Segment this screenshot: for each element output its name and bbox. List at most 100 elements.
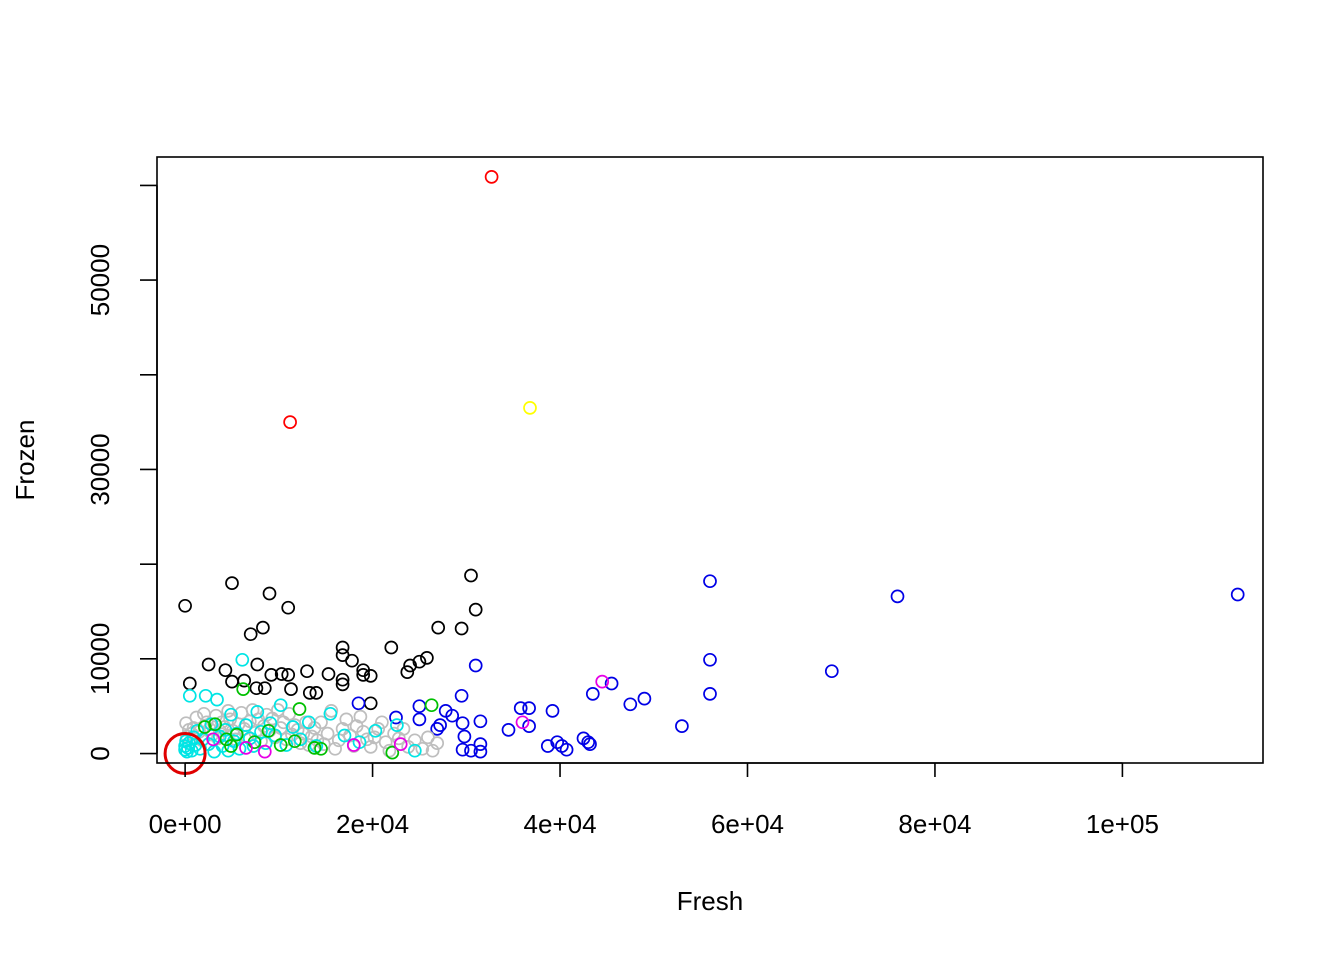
data-point [501, 723, 516, 737]
data-point [239, 741, 253, 755]
data-point [545, 704, 560, 718]
data-point [583, 737, 597, 751]
points-layer [178, 170, 1245, 760]
data-point [1230, 587, 1245, 602]
x-tick-label: 1e+05 [1086, 809, 1159, 839]
data-point [314, 741, 328, 756]
data-point [224, 739, 238, 753]
data-point [235, 652, 250, 667]
data-point [522, 701, 536, 715]
data-point [473, 737, 488, 751]
data-point [513, 701, 528, 715]
y-axis-title: Frozen [10, 420, 40, 501]
data-point [281, 600, 296, 615]
y-tick-label: 50000 [85, 244, 115, 316]
y-tick-label: 10000 [85, 623, 115, 695]
data-point [703, 652, 717, 667]
data-point [363, 669, 378, 683]
data-point [186, 730, 201, 745]
data-point [273, 698, 288, 713]
data-point [239, 718, 253, 732]
data-point [263, 716, 278, 731]
data-point [396, 722, 411, 736]
data-point [273, 738, 288, 752]
data-point [515, 715, 530, 730]
data-point [281, 668, 296, 682]
data-point [367, 730, 382, 745]
x-tick-label: 2e+04 [336, 809, 409, 839]
data-point [206, 732, 221, 747]
data-point [210, 692, 224, 707]
data-point [412, 712, 427, 727]
data-point [237, 673, 252, 688]
data-point [454, 621, 469, 636]
data-point [256, 620, 270, 635]
data-point [407, 743, 422, 758]
data-point [310, 733, 325, 748]
x-tick-label: 8e+04 [898, 809, 971, 839]
data-point [182, 688, 197, 703]
data-point [250, 657, 265, 672]
data-point [523, 401, 537, 415]
x-tick-label: 4e+04 [524, 809, 597, 839]
data-point [229, 727, 244, 742]
y-tick-label: 0 [85, 746, 115, 760]
data-point [179, 716, 193, 731]
data-point [464, 568, 478, 583]
data-point [433, 718, 447, 732]
data-point [431, 620, 446, 635]
data-point [430, 722, 445, 736]
data-point [637, 691, 652, 706]
x-tick-label: 0e+00 [149, 809, 222, 839]
data-point [559, 742, 574, 757]
data-point [468, 658, 483, 673]
data-point [257, 681, 272, 696]
y-tick-label: 30000 [85, 433, 115, 505]
data-point [345, 653, 359, 668]
data-point [254, 724, 268, 739]
data-point [390, 718, 404, 732]
data-point [301, 715, 316, 730]
data-point [581, 735, 596, 750]
data-point [473, 744, 488, 759]
data-point [385, 745, 400, 760]
data-point [430, 736, 445, 750]
data-point [249, 681, 264, 696]
data-point [351, 696, 366, 711]
data-point [457, 729, 472, 744]
data-point [403, 658, 417, 673]
data-point [309, 686, 324, 700]
data-point [384, 640, 399, 655]
data-point [264, 668, 279, 682]
data-point [204, 717, 219, 732]
data-point [221, 704, 236, 718]
data-point [321, 667, 336, 681]
data-point [371, 722, 386, 736]
data-point [178, 598, 192, 613]
data-point [890, 589, 905, 604]
data-point [293, 732, 308, 747]
data-point [382, 743, 397, 758]
data-point [703, 574, 717, 589]
data-point [328, 741, 342, 756]
x-axis-title: Fresh [677, 886, 743, 916]
data-point [412, 654, 427, 669]
data-point [320, 726, 335, 741]
data-point [424, 698, 439, 713]
data-point [468, 602, 483, 617]
data-point [360, 732, 374, 747]
data-point [389, 710, 403, 725]
data-point [197, 720, 212, 734]
data-point [225, 576, 239, 590]
data-point [208, 717, 222, 732]
data-point [378, 735, 393, 750]
data-point [375, 715, 389, 730]
data-point [415, 741, 430, 756]
data-point [307, 741, 322, 755]
data-point [464, 743, 478, 758]
data-point [243, 627, 258, 642]
data-point [292, 702, 307, 716]
data-point [346, 738, 361, 752]
data-point [455, 742, 470, 757]
